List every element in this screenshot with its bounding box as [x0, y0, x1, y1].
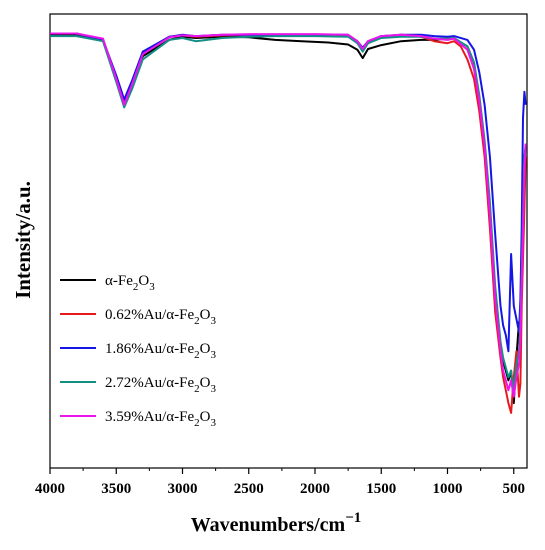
- x-tick-label: 1000: [433, 481, 463, 497]
- legend-label-2: 0.62%Au/α-Fe2O3: [105, 307, 216, 327]
- legend-label-4: 2.72%Au/α-Fe2O3: [105, 375, 216, 395]
- legend-label-part: α-Fe: [105, 273, 133, 289]
- x-tick-label: 2000: [300, 481, 330, 497]
- series-line-3: [50, 32, 527, 353]
- legend: α-Fe2O30.62%Au/α-Fe2O31.86%Au/α-Fe2O32.7…: [60, 273, 216, 429]
- x-axis-title: Wavenumbers/cm−1: [191, 510, 362, 536]
- x-tick-label: 500: [503, 481, 526, 497]
- x-axis-title-superscript: −1: [345, 510, 361, 526]
- legend-label-3: 1.86%Au/α-Fe2O3: [105, 341, 216, 361]
- legend-label-part: 3: [210, 417, 216, 429]
- legend-label-part: 0.62%Au/α-Fe: [105, 307, 194, 323]
- legend-label-part: 2: [194, 349, 200, 361]
- plot-frame: [49, 13, 528, 469]
- legend-label-part: 2: [133, 281, 139, 293]
- legend-label-part: O: [138, 273, 149, 289]
- legend-label-part: 3: [210, 315, 216, 327]
- legend-label-part: 2.72%Au/α-Fe: [105, 375, 194, 391]
- x-tick-label: 3500: [101, 481, 131, 497]
- legend-label-part: O: [200, 375, 211, 391]
- x-tick-label: 2500: [234, 481, 264, 497]
- legend-label-part: 3: [149, 281, 155, 293]
- series-lines: [50, 32, 527, 414]
- legend-label-part: 3: [210, 349, 216, 361]
- legend-label-1: α-Fe2O3: [105, 273, 155, 293]
- x-axis-title-main: Wavenumbers/cm: [191, 514, 346, 536]
- legend-label-part: 3.59%Au/α-Fe: [105, 409, 194, 425]
- series-line-5: [50, 32, 527, 398]
- legend-label-part: 2: [194, 417, 200, 429]
- legend-label-5: 3.59%Au/α-Fe2O3: [105, 409, 216, 429]
- legend-label-part: 1.86%Au/α-Fe: [105, 341, 194, 357]
- legend-label-part: 2: [194, 315, 200, 327]
- legend-label-part: 3: [210, 383, 216, 395]
- legend-label-part: O: [200, 409, 211, 425]
- legend-label-part: 2: [194, 383, 200, 395]
- x-tick-label: 1500: [366, 481, 396, 497]
- legend-label-part: O: [200, 307, 211, 323]
- x-tick-label: 3000: [168, 481, 198, 497]
- x-tick-label: 4000: [35, 481, 65, 497]
- y-axis-title: Intensity/a.u.: [11, 181, 35, 299]
- x-axis-ticks: 4000 3500 3000 2500 2000 1500 1000 500: [35, 468, 525, 497]
- legend-label-part: O: [200, 341, 211, 357]
